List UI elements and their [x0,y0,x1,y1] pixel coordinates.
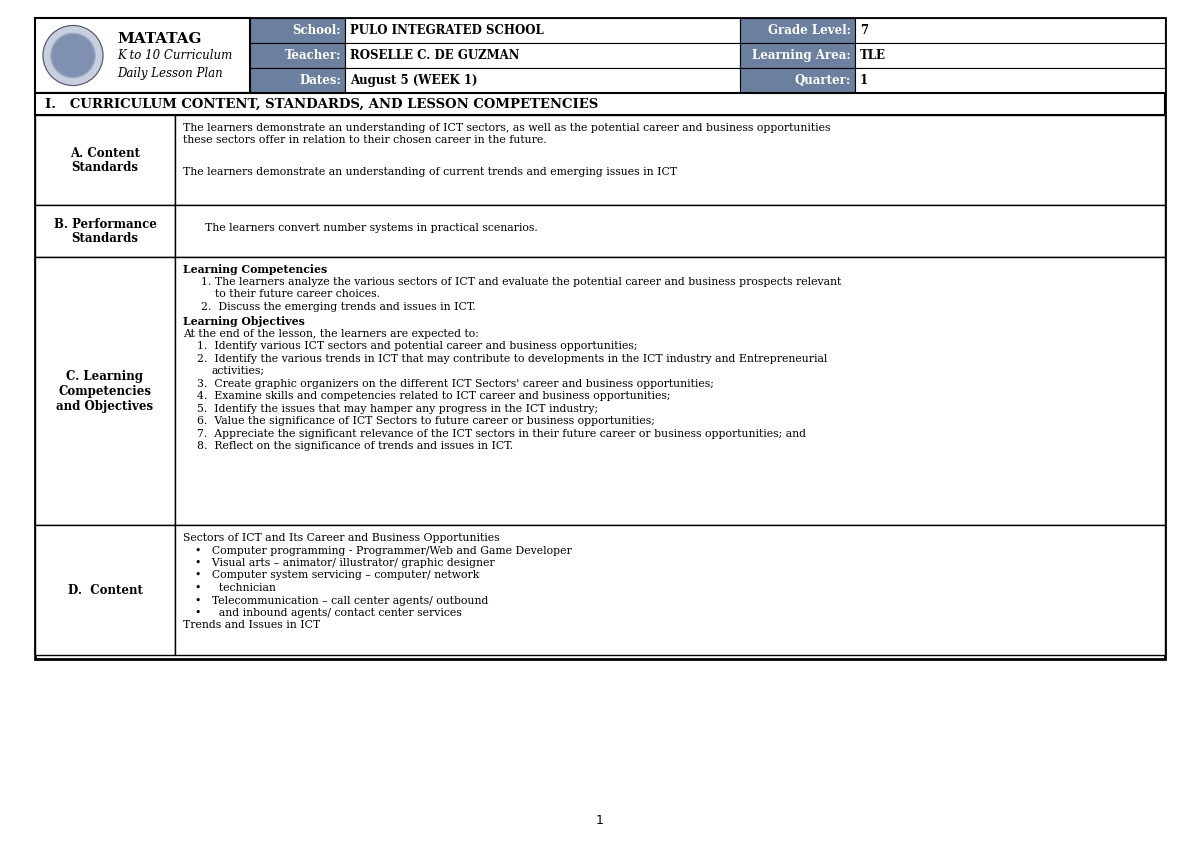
Text: TLE: TLE [860,49,886,62]
Text: 3.  Create graphic organizers on the different ICT Sectors' career and business : 3. Create graphic organizers on the diff… [197,379,714,389]
Text: •   Computer system servicing – computer/ network: • Computer system servicing – computer/ … [194,571,479,581]
Text: MATATAG: MATATAG [118,32,202,46]
Bar [346,18,740,43]
Text: At the end of the lesson, the learners are expected to:: At the end of the lesson, the learners a… [182,329,479,339]
Text: Trends and Issues in ICT: Trends and Issues in ICT [182,621,320,631]
Text: D.  Content: D. Content [67,583,143,597]
Text: ROSELLE C. DE GUZMAN: ROSELLE C. DE GUZMAN [350,49,520,62]
Text: 6.  Value the significance of ICT Sectors to future career or business opportuni: 6. Value the significance of ICT Sectors… [197,416,655,426]
Bar [35,257,175,525]
Bar [740,68,854,93]
Text: School:: School: [293,24,341,37]
Text: 7.  Appreciate the significant relevance of the ICT sectors in their future care: 7. Appreciate the significant relevance … [197,429,806,438]
Text: 2.  Identify the various trends in ICT that may contribute to developments in th: 2. Identify the various trends in ICT th… [197,353,827,363]
Text: The learners demonstrate an understanding of current trends and emerging issues : The learners demonstrate an understandin… [182,167,677,177]
Text: C. Learning: C. Learning [66,369,144,383]
Bar [35,525,175,655]
Text: 1. The learners analyze the various sectors of ICT and evaluate the potential ca: 1. The learners analyze the various sect… [202,277,841,286]
Text: •   Telecommunication – call center agents/ outbound: • Telecommunication – call center agents… [194,595,488,605]
Text: 8.  Reflect on the significance of trends and issues in ICT.: 8. Reflect on the significance of trends… [197,441,514,451]
Bar [175,257,1165,525]
Text: 1: 1 [860,74,868,87]
Text: 2.  Discuss the emerging trends and issues in ICT.: 2. Discuss the emerging trends and issue… [202,301,475,312]
Text: K to 10 Curriculum: K to 10 Curriculum [118,49,233,62]
Text: Daily Lesson Plan: Daily Lesson Plan [118,67,223,80]
Bar [250,18,346,43]
Text: Quarter:: Quarter: [794,74,851,87]
Bar [346,43,740,68]
Bar [35,115,175,205]
Bar [35,18,1165,659]
Text: Standards: Standards [72,232,138,245]
Text: Standards: Standards [72,160,138,173]
Text: •     technician: • technician [194,583,276,593]
Text: The learners demonstrate an understanding of ICT sectors, as well as the potenti: The learners demonstrate an understandin… [182,123,830,133]
Bar [175,115,1165,205]
Text: 4.  Examine skills and competencies related to ICT career and business opportuni: 4. Examine skills and competencies relat… [197,391,671,401]
Text: A. Content: A. Content [70,147,140,160]
Bar [740,18,854,43]
Text: •   Visual arts – animator/ illustrator/ graphic designer: • Visual arts – animator/ illustrator/ g… [194,558,494,568]
Text: I.   CURRICULUM CONTENT, STANDARDS, AND LESSON COMPETENCIES: I. CURRICULUM CONTENT, STANDARDS, AND LE… [46,98,599,110]
Text: •     and inbound agents/ contact center services: • and inbound agents/ contact center ser… [194,608,462,618]
Text: these sectors offer in relation to their chosen career in the future.: these sectors offer in relation to their… [182,135,547,145]
Bar [346,68,740,93]
Text: to their future career choices.: to their future career choices. [215,289,380,299]
Text: PULO INTEGRATED SCHOOL: PULO INTEGRATED SCHOOL [350,24,544,37]
Bar [740,43,854,68]
Text: Learning Objectives: Learning Objectives [182,316,305,327]
Bar [175,525,1165,655]
Text: 1.  Identify various ICT sectors and potential career and business opportunities: 1. Identify various ICT sectors and pote… [197,341,637,351]
Text: Learning Area:: Learning Area: [752,49,851,62]
Bar [854,43,1165,68]
Text: Learning Competencies: Learning Competencies [182,264,328,275]
Text: •   Computer programming - Programmer/Web and Game Developer: • Computer programming - Programmer/Web … [194,546,571,555]
Bar [35,18,250,93]
Text: The learners convert number systems in practical scenarios.: The learners convert number systems in p… [205,223,538,233]
Text: and Objectives: and Objectives [56,400,154,413]
Text: 5.  Identify the issues that may hamper any progress in the ICT industry;: 5. Identify the issues that may hamper a… [197,403,598,413]
Text: B. Performance: B. Performance [54,217,156,230]
Text: 7: 7 [860,24,868,37]
Text: activities;: activities; [211,366,264,376]
Bar [250,68,346,93]
Circle shape [50,33,95,77]
Bar [854,68,1165,93]
Bar [854,18,1165,43]
Text: 1: 1 [596,814,604,828]
Bar [250,43,346,68]
Text: Sectors of ICT and Its Career and Business Opportunities: Sectors of ICT and Its Career and Busine… [182,533,499,543]
Text: Teacher:: Teacher: [284,49,341,62]
Bar [35,205,175,257]
Bar [35,93,1165,115]
Circle shape [43,25,103,86]
Text: Competencies: Competencies [59,385,151,397]
Bar [175,205,1165,257]
Text: Dates:: Dates: [299,74,341,87]
Text: August 5 (WEEK 1): August 5 (WEEK 1) [350,74,478,87]
Text: Grade Level:: Grade Level: [768,24,851,37]
